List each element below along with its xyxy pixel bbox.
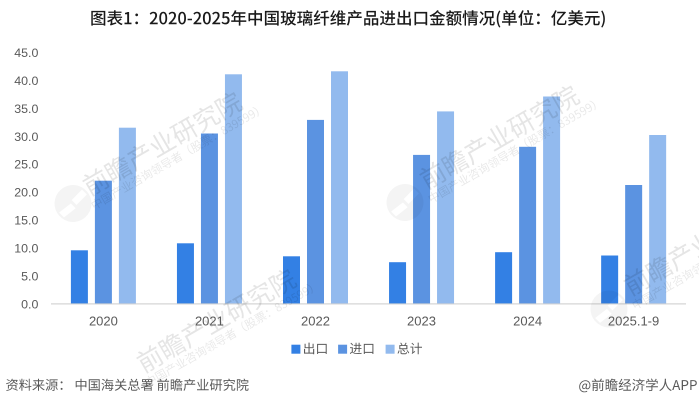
svg-text:2024: 2024 xyxy=(513,313,542,328)
svg-text:2023: 2023 xyxy=(407,313,436,328)
svg-text:2025.1-9: 2025.1-9 xyxy=(608,313,659,328)
svg-text:2022: 2022 xyxy=(301,313,330,328)
svg-text:15.0: 15.0 xyxy=(14,214,38,228)
svg-text:2020: 2020 xyxy=(89,313,118,328)
svg-text:30.0: 30.0 xyxy=(14,130,38,144)
svg-text:5.0: 5.0 xyxy=(21,269,38,283)
svg-text:25.0: 25.0 xyxy=(14,158,38,172)
svg-text:2021: 2021 xyxy=(195,313,224,328)
svg-text:35.0: 35.0 xyxy=(14,102,38,116)
svg-text:10.0: 10.0 xyxy=(14,242,38,256)
svg-text:0.0: 0.0 xyxy=(21,297,38,311)
svg-text:40.0: 40.0 xyxy=(14,74,38,88)
svg-text:45.0: 45.0 xyxy=(14,46,38,60)
svg-text:20.0: 20.0 xyxy=(14,186,38,200)
